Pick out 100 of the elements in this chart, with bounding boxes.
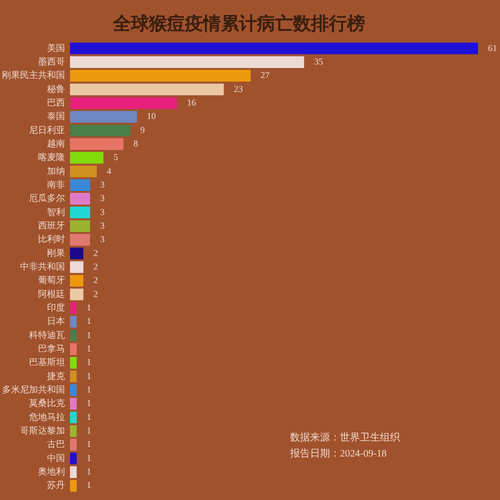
data-label: 1 (86, 398, 92, 408)
bar (70, 152, 104, 164)
bar (70, 274, 84, 287)
bar (70, 302, 77, 314)
bar (70, 330, 77, 342)
bar (70, 84, 224, 96)
bar (70, 261, 84, 273)
y-tick-label: 越南 (47, 138, 65, 148)
bar (70, 288, 84, 300)
data-label: 8 (134, 138, 139, 148)
bar (70, 192, 90, 205)
y-tick-label: 苏丹 (47, 480, 65, 490)
data-label: 2 (93, 261, 98, 272)
data-label: 1 (86, 370, 92, 381)
bar (70, 316, 77, 328)
annotation: 数据来源：世界卫生组织 (290, 432, 400, 444)
y-tick-label: 厄瓜多尔 (29, 193, 65, 204)
y-tick-label: 危地马拉 (29, 412, 65, 422)
y-tick-label: 奥地利 (38, 466, 65, 476)
bar (70, 56, 304, 68)
data-label: 2 (93, 275, 98, 286)
annotation: 报告日期：2024-09-18 (289, 448, 387, 460)
bar (70, 97, 178, 109)
data-label: 4 (106, 166, 112, 176)
bar (70, 70, 251, 82)
y-tick-label: 刚果民主共和国 (2, 70, 65, 80)
bar (70, 384, 77, 396)
data-label: 1 (86, 466, 92, 476)
y-tick-label: 喀麦隆 (38, 152, 65, 162)
y-tick-label: 智利 (47, 206, 65, 217)
bar (70, 356, 77, 369)
y-tick-label: 巴西 (47, 97, 65, 108)
data-label: 1 (86, 357, 92, 368)
y-tick-label: 科特迪瓦 (29, 330, 65, 340)
bar (70, 343, 77, 355)
data-label: 3 (100, 206, 106, 217)
data-label: 61 (488, 42, 497, 53)
data-label: 3 (100, 234, 106, 244)
y-tick-label: 刚果 (47, 248, 65, 258)
data-label: 1 (86, 439, 92, 450)
y-tick-label: 巴拿马 (38, 343, 65, 354)
data-label: 3 (100, 179, 106, 190)
bar (70, 370, 77, 382)
chart-title: 全球猴痘疫情累计病亡数排行榜 (112, 13, 365, 34)
bar (70, 179, 90, 191)
data-label: 1 (86, 330, 92, 340)
y-tick-label: 日本 (47, 316, 65, 326)
y-tick-label: 加纳 (47, 166, 65, 176)
bar (70, 110, 137, 123)
y-tick-label: 泰国 (47, 111, 65, 122)
bar (70, 124, 130, 136)
y-tick-label: 西班牙 (38, 220, 65, 230)
bar (70, 412, 77, 424)
y-tick-label: 中国 (47, 452, 65, 463)
data-label: 9 (140, 124, 146, 135)
y-tick-label: 比利时 (38, 234, 65, 244)
data-label: 1 (86, 302, 92, 312)
y-tick-label: 莫桑比克 (29, 398, 65, 408)
bar (70, 425, 77, 437)
y-tick-label: 多米尼加共和国 (2, 384, 65, 394)
data-label: 1 (86, 452, 92, 463)
data-label: 3 (100, 193, 106, 204)
y-tick-label: 中非共和国 (20, 261, 65, 272)
bar (70, 398, 77, 410)
y-tick-label: 尼日利亚 (29, 124, 65, 135)
data-label: 10 (146, 111, 156, 122)
bar (70, 452, 77, 464)
y-tick-label: 南非 (47, 179, 65, 190)
bar (70, 234, 90, 246)
y-tick-label: 古巴 (47, 439, 65, 450)
y-tick-label: 墨西哥 (38, 56, 65, 66)
data-label: 1 (86, 425, 92, 436)
bar (70, 438, 77, 451)
bar (70, 480, 77, 492)
bar (70, 248, 84, 260)
bar (70, 42, 478, 54)
data-label: 1 (86, 316, 92, 326)
y-tick-label: 葡萄牙 (38, 275, 65, 286)
bar (70, 138, 124, 150)
data-label: 1 (86, 384, 92, 394)
y-tick-label: 巴基斯坦 (29, 357, 65, 368)
data-label: 27 (260, 70, 270, 80)
data-label: 3 (100, 220, 106, 230)
data-label: 23 (234, 84, 244, 94)
bar (70, 220, 90, 232)
data-label: 35 (314, 56, 324, 66)
bar (70, 466, 77, 478)
y-tick-label: 阿根廷 (38, 288, 65, 299)
data-label: 16 (187, 97, 197, 108)
y-tick-label: 哥斯达黎加 (20, 425, 65, 436)
data-label: 1 (86, 343, 92, 354)
data-label: 2 (93, 248, 98, 258)
bar (70, 166, 97, 178)
y-tick-label: 印度 (47, 302, 65, 312)
bar (70, 206, 90, 218)
data-label: 5 (113, 152, 118, 162)
y-tick-label: 捷克 (47, 370, 65, 381)
y-tick-label: 秘鲁 (47, 84, 65, 94)
data-label: 2 (93, 288, 98, 299)
y-tick-label: 美国 (47, 42, 65, 53)
